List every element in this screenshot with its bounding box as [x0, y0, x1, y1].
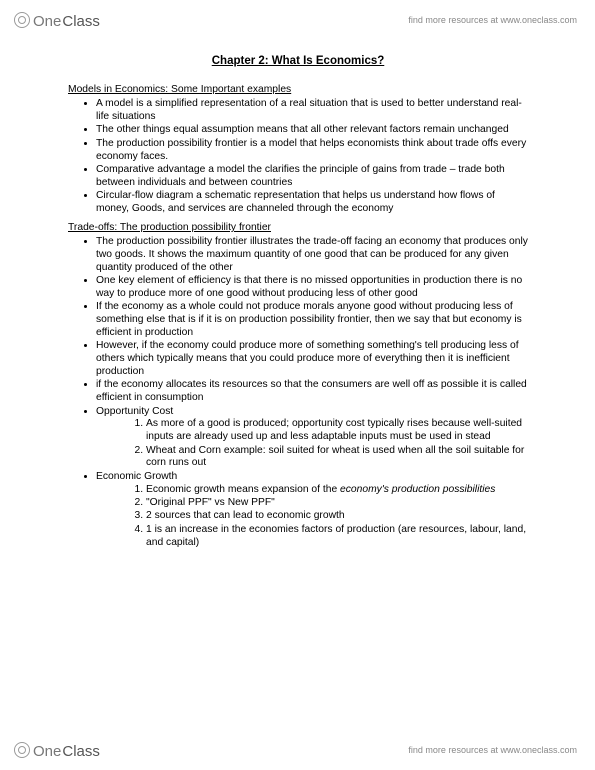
list-item: Comparative advantage a model the clarif…	[96, 164, 528, 190]
list-item: The production possibility frontier is a…	[96, 138, 528, 164]
list-item: If the economy as a whole could not prod…	[96, 301, 528, 340]
section2-list: The production possibility frontier illu…	[68, 236, 528, 550]
document-body: Chapter 2: What Is Economics? Models in …	[68, 54, 528, 555]
brand-part1: One	[33, 13, 61, 30]
list-item: Economic Growth Economic growth means ex…	[96, 471, 528, 550]
list-item: However, if the economy could produce mo…	[96, 340, 528, 379]
page-footer: One Class find more resources at www.one…	[0, 736, 595, 764]
list-item: 2 sources that can lead to economic grow…	[146, 510, 528, 523]
list-item: Opportunity Cost As more of a good is pr…	[96, 406, 528, 471]
section1-list: A model is a simplified representation o…	[68, 98, 528, 216]
header-tagline: find more resources at www.oneclass.com	[408, 15, 577, 25]
opportunity-cost-list: As more of a good is produced; opportuni…	[96, 418, 528, 470]
page-title: Chapter 2: What Is Economics?	[68, 54, 528, 68]
brand-part2: Class	[62, 13, 100, 30]
list-item: The production possibility frontier illu…	[96, 236, 528, 275]
list-item: 1 is an increase in the economies factor…	[146, 524, 528, 550]
brand-part1: One	[33, 743, 61, 760]
list-item: "Original PPF" vs New PPF"	[146, 497, 528, 510]
logo-icon	[14, 742, 30, 758]
eg1-italic: economy's production possibilities	[340, 484, 495, 495]
brand-part2: Class	[62, 743, 100, 760]
logo-icon	[14, 12, 30, 28]
list-item: One key element of efficiency is that th…	[96, 275, 528, 301]
section1-heading: Models in Economics: Some Important exam…	[68, 84, 528, 97]
list-item: The other things equal assumption means …	[96, 124, 528, 137]
opportunity-cost-label: Opportunity Cost	[96, 406, 173, 417]
footer-tagline: find more resources at www.oneclass.com	[408, 745, 577, 755]
economic-growth-list: Economic growth means expansion of the e…	[96, 484, 528, 550]
page-header: One Class find more resources at www.one…	[0, 6, 595, 34]
list-item: As more of a good is produced; opportuni…	[146, 418, 528, 444]
list-item: Wheat and Corn example: soil suited for …	[146, 445, 528, 471]
section2-heading: Trade-offs: The production possibility f…	[68, 222, 528, 235]
economic-growth-label: Economic Growth	[96, 471, 177, 482]
eg1-text: Economic growth means expansion of the	[146, 484, 340, 495]
list-item: A model is a simplified representation o…	[96, 98, 528, 124]
list-item: if the economy allocates its resources s…	[96, 379, 528, 405]
list-item: Circular-flow diagram a schematic repres…	[96, 190, 528, 216]
brand-logo-footer: One Class	[14, 740, 100, 760]
list-item: Economic growth means expansion of the e…	[146, 484, 528, 497]
brand-logo: One Class	[14, 10, 100, 30]
